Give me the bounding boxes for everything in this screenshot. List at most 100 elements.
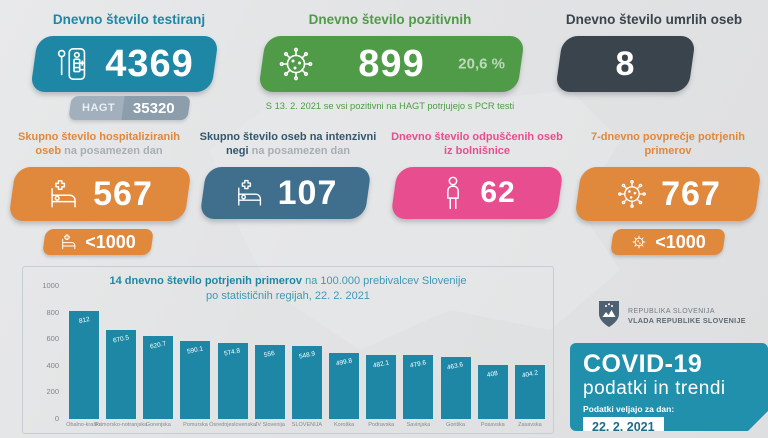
hagt-label: HAGT — [82, 102, 116, 114]
bar-value: 620.7 — [149, 340, 168, 351]
icu-value: 107 — [277, 173, 338, 212]
panel-subtitle: podatki in trendi — [583, 378, 726, 399]
icu-badge: 107 — [199, 167, 372, 219]
daily-tests-title: Dnevno število testiranj — [52, 12, 206, 27]
bar-plot: 812 Obalno-kraška 670.5 Primorsko-notranjsk… — [66, 286, 545, 428]
chart-title-rest: na 100.000 prebivalcev Slovenije po stat… — [206, 275, 467, 302]
hospitalized-value: 567 — [93, 174, 153, 213]
daily-positive-badge: 899 20,6 % — [258, 36, 525, 92]
bar-category: Obalno-kraška — [66, 422, 102, 428]
avg7day-value: 767 — [661, 174, 721, 213]
bar-group: 499.8 Koroška — [329, 286, 360, 428]
bar-category: Savinjska — [406, 422, 431, 428]
bar-value: 574.8 — [223, 347, 242, 358]
bar-category: Primorsko-notranjska — [95, 422, 148, 428]
hospitalized-badge: 567 — [8, 167, 192, 221]
regional-chart-panel: 14 dnevno število potrjenih primerov na … — [22, 266, 554, 434]
virus-small-icon — [615, 177, 649, 211]
bar-value: 556 — [263, 349, 276, 360]
bar-category: Goriška — [446, 422, 466, 428]
bar: 670.5 — [106, 330, 137, 419]
bar-value: 590.1 — [186, 345, 205, 356]
daily-positive-title: Dnevno število pozitivnih — [308, 12, 472, 27]
positive-note: S 13. 2. 2021 se vsi pozitivni na HAGT p… — [265, 101, 515, 111]
bar-category: Podravska — [368, 422, 395, 428]
hospitalized-title-bold: Skupno število hospitaliziranih oseb — [18, 131, 180, 158]
avg7day-threshold: <1000 — [655, 231, 706, 252]
hagt-value: 35320 — [133, 99, 175, 117]
daily-deaths-value: 8 — [615, 44, 636, 83]
test-kit-icon — [55, 45, 93, 83]
daily-positive-value: 899 — [358, 42, 425, 85]
bar: 463.6 — [440, 357, 471, 419]
bar-group: 556 JV Slovenija — [254, 286, 285, 428]
bar-category: Zasavska — [518, 422, 542, 428]
bar: 479.6 — [403, 355, 434, 419]
government-logo: REPUBLIKA SLOVENIJA VLADA REPUBLIKE SLOV… — [598, 300, 746, 333]
y-tick: 800 — [46, 307, 59, 317]
bar-group: 620.7 Gorenjska — [143, 286, 174, 428]
hospitalized-threshold-badge: <1000 — [42, 229, 154, 255]
slovenia-coat-of-arms-icon — [598, 300, 620, 333]
panel-date-label: Podatki veljajo za dan: — [583, 403, 675, 414]
panel-date-badge: 22. 2. 2021 — [583, 417, 664, 437]
bar-group: 479.6 Savinjska — [403, 286, 434, 428]
bar-value: 404.2 — [521, 369, 539, 380]
bar: 404.2 — [514, 365, 545, 419]
bar: 556 — [254, 345, 285, 419]
bar-group: 670.5 Primorsko-notranjska — [95, 286, 147, 428]
bar-value: 670.5 — [112, 334, 130, 345]
bar: 548.9 — [291, 346, 322, 419]
bar-group: 548.9 SLOVENIJA — [291, 286, 322, 428]
chart-title: 14 dnevno število potrjenih primerov na … — [102, 274, 474, 303]
daily-deaths-title: Dnevno število umrlih oseb — [565, 12, 743, 27]
y-tick: 0 — [54, 414, 59, 423]
icu-title-light: na posamezen dan — [251, 145, 351, 158]
hospital-bed-icon — [47, 177, 81, 211]
bar-category: JV Slovenija — [254, 422, 285, 428]
hagt-badge: HAGT 35320 — [68, 96, 191, 120]
bar-group: 812 Obalno-kraška — [66, 286, 102, 428]
bar-category: Posavska — [480, 422, 505, 428]
bar: 499.8 — [329, 353, 360, 419]
y-tick: 200 — [46, 387, 59, 397]
y-axis: 0 200 400 600 800 1000 — [31, 281, 61, 423]
bar-category: Pomurska — [183, 422, 208, 428]
bar-group: 482.1 Podravska — [366, 286, 397, 428]
bar: 408 — [477, 365, 508, 419]
bar-category: SLOVENIJA — [291, 422, 323, 428]
bar: 482.1 — [366, 355, 397, 419]
virus-icon — [276, 44, 316, 84]
bar-value: 482.1 — [372, 359, 390, 370]
bar-category: Gorenjska — [145, 422, 171, 428]
icu-title: Skupno število oseb na intenzivni negi n… — [194, 130, 382, 159]
bar-value: 408 — [486, 369, 499, 380]
hospitalized-threshold: <1000 — [85, 231, 136, 252]
daily-positive-percent: 20,6 % — [458, 55, 505, 73]
discharged-badge: 62 — [390, 167, 564, 219]
daily-deaths-badge: 8 — [555, 36, 696, 92]
person-icon — [438, 175, 468, 211]
y-tick: 1000 — [42, 281, 59, 290]
virus-tiny-icon — [630, 233, 648, 251]
bar-value: 548.9 — [298, 350, 316, 361]
covid-info-panel: COVID-19 podatki in trendi Podatki velja… — [570, 343, 768, 431]
y-tick: 600 — [46, 334, 59, 344]
bar-category: Koroška — [334, 422, 355, 428]
bar-group: 404.2 Zasavska — [514, 286, 545, 428]
avg7day-badge: 767 — [574, 167, 762, 221]
bar-group: 574.8 Osrednjeslovenska — [209, 286, 256, 428]
bar: 620.7 — [143, 336, 174, 419]
chart-title-bold: 14 dnevno število potrjenih primerov — [109, 275, 303, 287]
bar: 812 — [69, 311, 99, 419]
avg7day-threshold-badge: <1000 — [610, 229, 726, 255]
avg7day-title: 7-dnevno povprečje potrjenih primerov — [590, 131, 746, 158]
bar-group: 408 Posavska — [477, 286, 508, 428]
discharged-title: Dnevno število odpuščenih oseb iz bolniš… — [391, 131, 563, 158]
icu-bed-icon — [234, 177, 266, 209]
discharged-value: 62 — [480, 176, 516, 209]
bar-group: 463.6 Goriška — [440, 286, 471, 428]
hospital-bed-small-icon — [60, 233, 78, 251]
government-line1: REPUBLIKA SLOVENIJA — [628, 308, 715, 315]
